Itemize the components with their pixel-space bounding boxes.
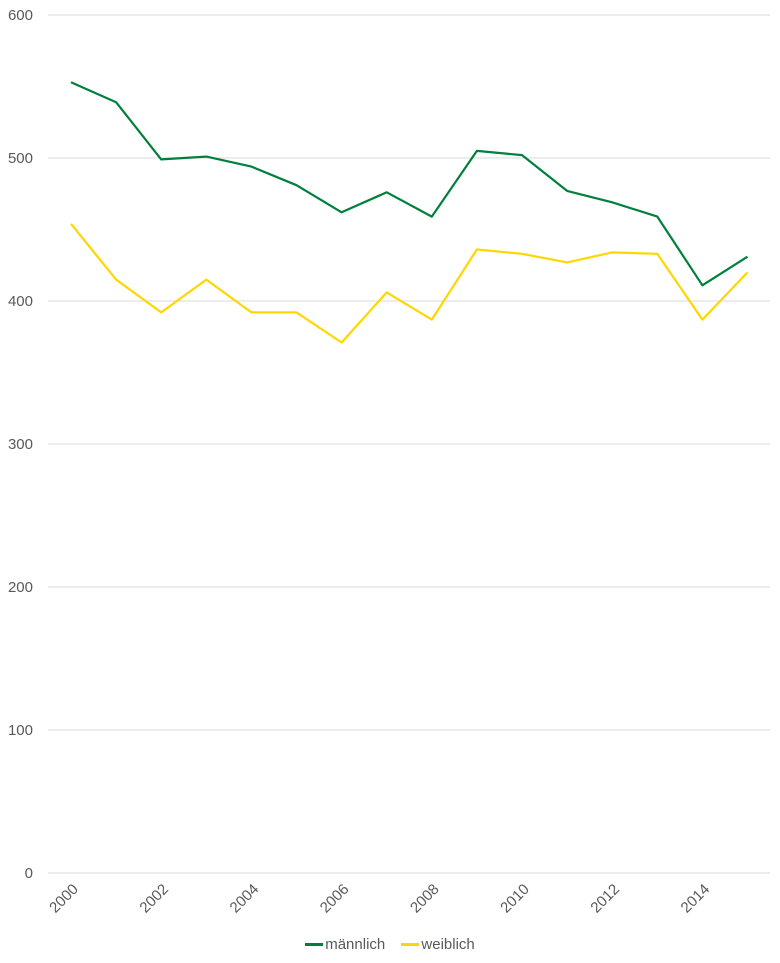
x-tick-label: 2010 <box>497 881 533 917</box>
series-line-maennlich <box>70 81 749 287</box>
x-tick-label: 2006 <box>317 881 353 917</box>
x-tick-label: 2004 <box>227 881 263 917</box>
y-tick-label: 300 <box>8 436 33 453</box>
y-tick-label: 400 <box>8 293 33 310</box>
y-tick-label: 0 <box>25 865 33 882</box>
legend: männlich weiblich <box>0 933 780 953</box>
legend-swatch-maennlich <box>305 943 324 946</box>
x-axis-ticks: 2000 2002 2004 2006 2008 2010 2012 2014 <box>46 881 713 917</box>
y-tick-label: 600 <box>8 7 33 24</box>
x-tick-label: 2002 <box>136 881 172 917</box>
y-tick-label: 500 <box>8 150 33 167</box>
x-tick-label: 2012 <box>587 881 623 917</box>
legend-item-weiblich[interactable]: weiblich <box>401 936 475 953</box>
legend-label: weiblich <box>421 936 475 953</box>
y-tick-label: 100 <box>8 722 33 739</box>
legend-label: männlich <box>325 936 386 953</box>
x-tick-label: 2000 <box>46 881 82 917</box>
legend-item-maennlich[interactable]: männlich <box>305 936 385 953</box>
x-tick-label: 2014 <box>678 881 714 917</box>
series-line-weiblich <box>70 223 749 344</box>
series-lines <box>70 81 749 344</box>
gridlines <box>48 14 770 874</box>
x-tick-label: 2008 <box>407 881 443 917</box>
legend-swatch-weiblich <box>401 943 420 946</box>
y-axis-ticks: 0 100 200 300 400 500 600 <box>8 7 33 882</box>
y-tick-label: 200 <box>8 579 33 596</box>
